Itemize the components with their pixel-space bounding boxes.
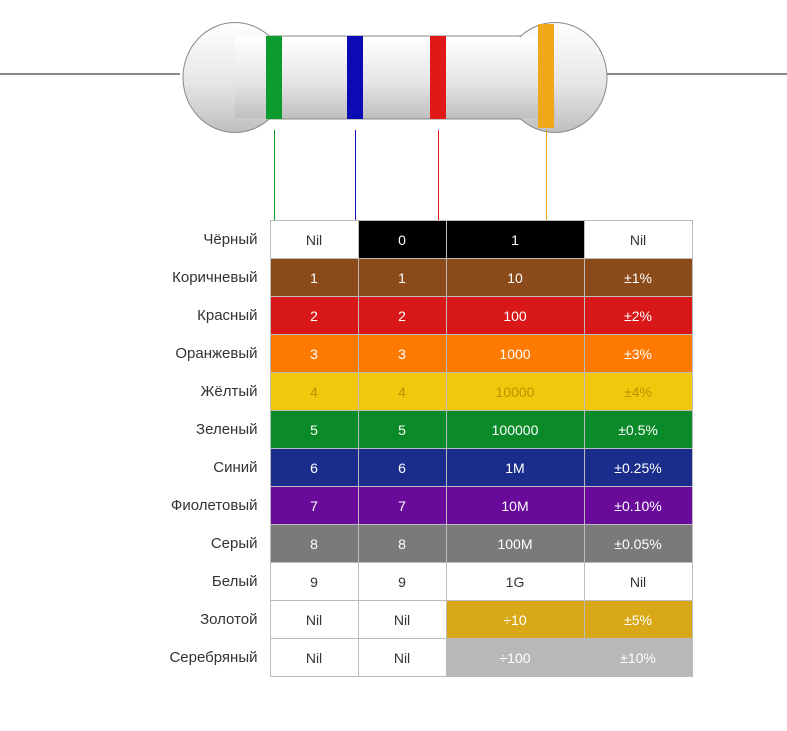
connector-line-1 xyxy=(274,130,275,222)
color-cell: 2 xyxy=(358,297,446,335)
color-cell: 1 xyxy=(358,259,446,297)
color-label: Чёрный xyxy=(125,221,270,259)
color-cell: 5 xyxy=(270,411,358,449)
color-cell: 10M xyxy=(446,487,584,525)
color-cell: 3 xyxy=(358,335,446,373)
color-cell: 8 xyxy=(270,525,358,563)
color-cell: 8 xyxy=(358,525,446,563)
table-row: Синий661M±0.25% xyxy=(125,449,692,487)
color-cell: 1G xyxy=(446,563,584,601)
color-code-table-wrap: ЧёрныйNil01NilКоричневый1110±1%Красный22… xyxy=(0,220,787,677)
color-label: Зеленый xyxy=(125,411,270,449)
color-cell: ±5% xyxy=(584,601,692,639)
table-row: СеребряныйNilNil÷100±10% xyxy=(125,639,692,677)
color-cell: ±4% xyxy=(584,373,692,411)
color-cell: Nil xyxy=(584,221,692,259)
connector-line-2 xyxy=(355,130,356,222)
color-cell: ÷10 xyxy=(446,601,584,639)
color-cell: ±2% xyxy=(584,297,692,335)
table-row: Белый991GNil xyxy=(125,563,692,601)
color-cell: 3 xyxy=(270,335,358,373)
color-label: Серый xyxy=(125,525,270,563)
table-row: Фиолетовый7710M±0.10% xyxy=(125,487,692,525)
color-cell: 10000 xyxy=(446,373,584,411)
color-cell: 1 xyxy=(446,221,584,259)
color-cell: ÷100 xyxy=(446,639,584,677)
color-cell: ±0.25% xyxy=(584,449,692,487)
color-label: Коричневый xyxy=(125,259,270,297)
table-row: Серый88100M±0.05% xyxy=(125,525,692,563)
color-cell: ±0.5% xyxy=(584,411,692,449)
color-cell: 9 xyxy=(270,563,358,601)
resistor-band-1 xyxy=(266,36,282,119)
color-label: Жёлтый xyxy=(125,373,270,411)
color-cell: Nil xyxy=(270,639,358,677)
resistor-diagram xyxy=(0,0,787,170)
color-cell: 100 xyxy=(446,297,584,335)
color-cell: ±0.05% xyxy=(584,525,692,563)
resistor-lead-left xyxy=(0,73,180,75)
color-cell: Nil xyxy=(270,601,358,639)
color-cell: 100M xyxy=(446,525,584,563)
color-cell: 6 xyxy=(270,449,358,487)
color-cell: 100000 xyxy=(446,411,584,449)
color-label: Белый xyxy=(125,563,270,601)
resistor-band-2 xyxy=(347,36,363,119)
resistor-lead-right xyxy=(607,73,787,75)
color-cell: ±10% xyxy=(584,639,692,677)
color-cell: 1 xyxy=(270,259,358,297)
color-cell: 7 xyxy=(270,487,358,525)
color-code-table: ЧёрныйNil01NilКоричневый1110±1%Красный22… xyxy=(125,220,693,677)
color-cell: 10 xyxy=(446,259,584,297)
resistor-band-4 xyxy=(538,24,554,128)
color-cell: 0 xyxy=(358,221,446,259)
color-label: Синий xyxy=(125,449,270,487)
color-cell: ±3% xyxy=(584,335,692,373)
table-row: Жёлтый4410000±4% xyxy=(125,373,692,411)
color-cell: Nil xyxy=(358,639,446,677)
table-row: ЗолотойNilNil÷10±5% xyxy=(125,601,692,639)
color-cell: Nil xyxy=(358,601,446,639)
color-label: Фиолетовый xyxy=(125,487,270,525)
color-cell: 5 xyxy=(358,411,446,449)
table-row: Коричневый1110±1% xyxy=(125,259,692,297)
table-row: Оранжевый331000±3% xyxy=(125,335,692,373)
color-cell: 1000 xyxy=(446,335,584,373)
color-cell: Nil xyxy=(270,221,358,259)
table-row: ЧёрныйNil01Nil xyxy=(125,221,692,259)
color-label: Красный xyxy=(125,297,270,335)
color-cell: ±0.10% xyxy=(584,487,692,525)
table-row: Красный22100±2% xyxy=(125,297,692,335)
color-cell: 2 xyxy=(270,297,358,335)
color-cell: 6 xyxy=(358,449,446,487)
table-row: Зеленый55100000±0.5% xyxy=(125,411,692,449)
connector-line-3 xyxy=(438,130,439,222)
color-label: Золотой xyxy=(125,601,270,639)
color-cell: 1M xyxy=(446,449,584,487)
color-cell: 9 xyxy=(358,563,446,601)
color-cell: 4 xyxy=(358,373,446,411)
color-label: Серебряный xyxy=(125,639,270,677)
color-cell: ±1% xyxy=(584,259,692,297)
color-cell: 4 xyxy=(270,373,358,411)
resistor-band-3 xyxy=(430,36,446,119)
connector-line-4 xyxy=(546,130,547,222)
color-cell: 7 xyxy=(358,487,446,525)
color-label: Оранжевый xyxy=(125,335,270,373)
color-cell: Nil xyxy=(584,563,692,601)
